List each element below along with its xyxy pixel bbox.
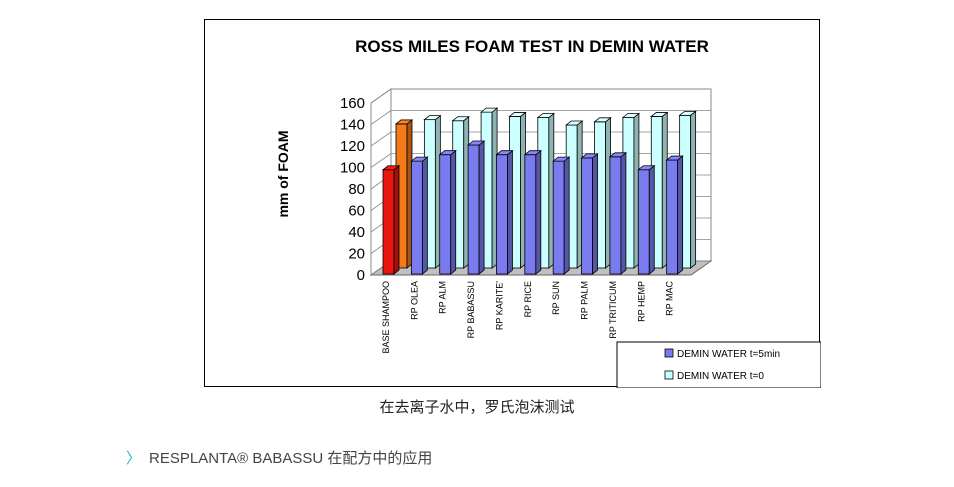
bar-side [677, 155, 684, 275]
foam-chart: ROSS MILES FOAM TEST IN DEMIN WATER mm o… [275, 37, 821, 388]
bar-top [381, 165, 401, 171]
chart-title: ROSS MILES FOAM TEST IN DEMIN WATER [355, 37, 709, 56]
bar-front [581, 157, 593, 275]
bar-top [637, 165, 656, 171]
chart-caption: 在去离子水中，罗氏泡沫测试 [379, 398, 575, 416]
bar-top [678, 110, 697, 116]
x-tick-label: RP HEMP [636, 281, 646, 322]
x-tick-label: RP ALM [438, 281, 448, 314]
x-tick-label: RP OLEA [409, 281, 419, 320]
y-axis-label: mm of FOAM [275, 130, 291, 217]
bar-side [690, 110, 697, 269]
bar-t0 [621, 112, 641, 269]
bar-side [450, 149, 457, 275]
bar-t5 [552, 156, 571, 275]
bar-front [637, 169, 650, 275]
bar-top [394, 119, 414, 125]
bar-front [666, 159, 679, 275]
bar-front [609, 156, 622, 275]
bar-top [552, 156, 571, 162]
y-tick-label: 80 [348, 181, 365, 198]
y-tick-label: 160 [340, 95, 365, 112]
y-tick-label: 20 [348, 246, 365, 263]
y-tick-label: 120 [340, 138, 365, 155]
legend-label: DEMIN WATER t=0 [677, 371, 764, 382]
bar-top [466, 140, 486, 146]
x-tick-label: RP PALM [580, 281, 590, 320]
x-tick-label: RP SUN [551, 281, 561, 315]
bar-side [393, 164, 400, 275]
bar-front [496, 154, 508, 275]
bar-t5 [637, 164, 656, 275]
legend: DEMIN WATER t=5min DEMIN WATER t=0 [616, 341, 821, 388]
bar-t5 [466, 140, 486, 275]
legend-label: DEMIN WATER t=5min [677, 349, 780, 360]
gridline-side [370, 153, 392, 168]
bar-t5 [580, 153, 599, 275]
bar-side [648, 164, 655, 275]
bar-top [608, 152, 628, 158]
bar-side [478, 140, 485, 275]
chevron-right-icon: 〉 [126, 450, 142, 467]
bar-top [451, 116, 470, 122]
gridline-side [370, 110, 392, 125]
bar-top [438, 150, 457, 156]
bar-side [563, 156, 570, 275]
bar-top [423, 115, 442, 121]
bar-t5 [608, 151, 628, 275]
bar-t0 [565, 120, 584, 269]
bar-front [467, 144, 480, 275]
bar-side [592, 153, 598, 275]
bar-top [621, 113, 641, 118]
x-tick-label: RP MAC [665, 281, 675, 316]
bar-front [382, 169, 395, 275]
legend-box [616, 341, 821, 388]
bar-top [536, 113, 555, 118]
plot-area: 0 20 40 60 80 100 120 140 160 BASE SHAMPOO RP OLEA… [340, 88, 713, 354]
bar-front [524, 154, 537, 275]
bar-top [523, 150, 542, 156]
bar-t5 [665, 155, 684, 275]
y-tick-label: 140 [340, 117, 365, 134]
section-link[interactable]: 〉 RESPLANTA® BABASSU 在配方中的应用 [126, 447, 432, 468]
bar-side [620, 151, 627, 275]
bar-t5 [438, 149, 457, 275]
y-tick-label: 0 [357, 267, 365, 284]
bar-front [439, 154, 452, 275]
bar-t5 [381, 164, 401, 275]
bar-top [665, 155, 684, 161]
bar-top [580, 153, 599, 159]
x-tick-label: RP TRITICUM [608, 281, 618, 339]
bar-top [565, 120, 584, 126]
bar-t5 [495, 149, 514, 275]
bar-top [495, 150, 514, 156]
x-tick-label: RP RICE [523, 281, 533, 317]
bar-side [421, 156, 428, 275]
y-tick-label: 60 [348, 203, 365, 220]
bar-t5 [410, 156, 429, 275]
bar-side [535, 149, 542, 275]
section-link-label: RESPLANTA® BABASSU 在配方中的应用 [149, 450, 433, 467]
gridline-side [370, 88, 392, 104]
legend-swatch [664, 348, 674, 358]
bar-t5 [523, 149, 542, 275]
x-tick-label: RP KARITE' [494, 281, 504, 330]
bar-t0 [508, 111, 527, 269]
bar-top [593, 117, 612, 123]
chart-frame: ROSS MILES FOAM TEST IN DEMIN WATER mm o… [204, 19, 821, 388]
bar-front [552, 160, 565, 275]
x-tick-label: RP BABASSU [466, 281, 476, 338]
bar-top [508, 112, 527, 117]
bar-top [650, 112, 669, 117]
y-tick-label: 100 [340, 160, 365, 177]
bar-t0 [423, 114, 442, 269]
bar-side [507, 149, 513, 275]
bar-top [410, 156, 429, 162]
bar-front [410, 160, 423, 275]
x-tick-label: BASE SHAMPOO [381, 281, 391, 354]
gridline-side [370, 131, 392, 147]
y-tick-label: 40 [348, 224, 365, 241]
legend-swatch [664, 370, 674, 380]
bar-top [479, 107, 499, 113]
